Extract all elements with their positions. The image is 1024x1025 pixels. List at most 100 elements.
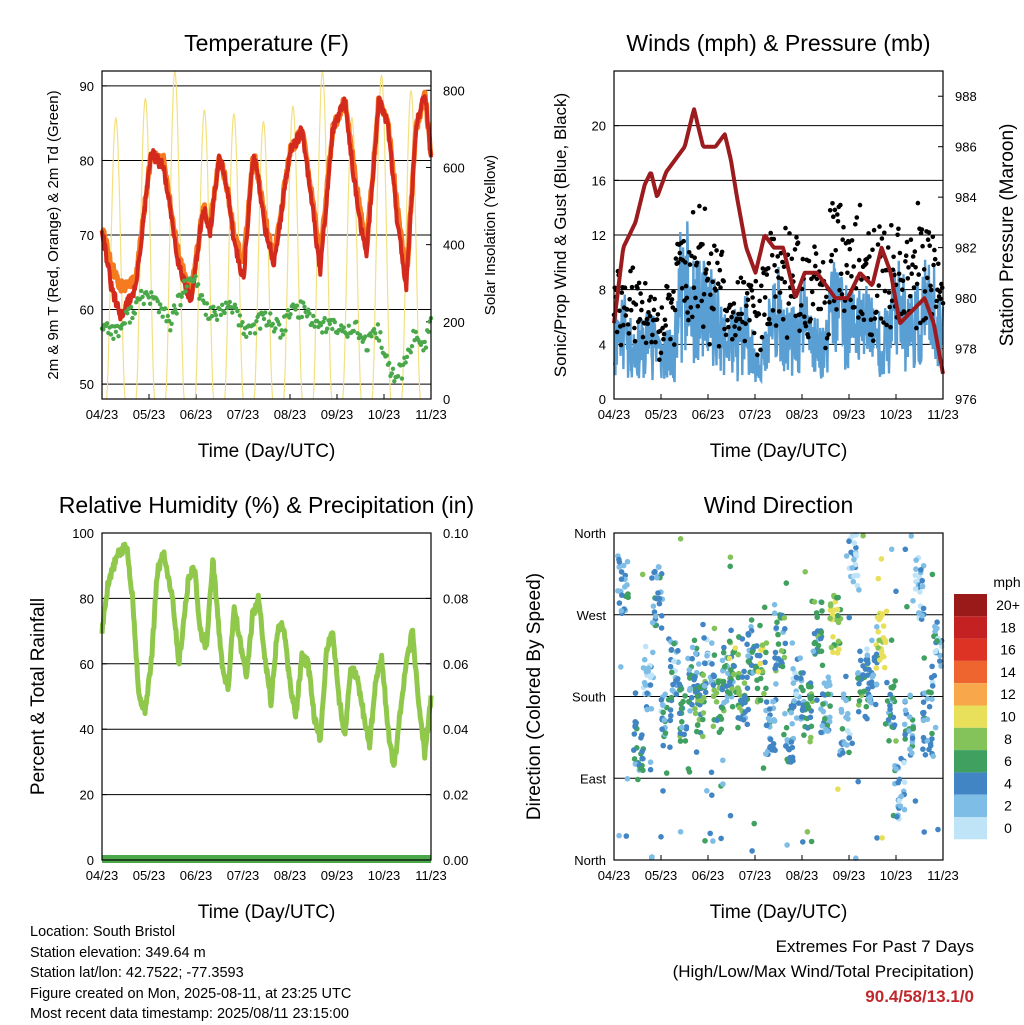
direction-point xyxy=(824,722,831,729)
direction-point xyxy=(686,769,693,775)
dewpoint-point xyxy=(183,289,188,294)
gust-point xyxy=(925,275,930,281)
dewpoint-point xyxy=(127,320,132,325)
gust-point xyxy=(861,317,867,323)
direction-point xyxy=(815,642,822,649)
y-tick-label: 100 xyxy=(72,526,94,541)
direction-point xyxy=(907,692,913,699)
direction-point xyxy=(755,668,762,675)
gust-point xyxy=(725,317,730,323)
gust-point xyxy=(636,280,642,286)
gust-point xyxy=(744,291,750,296)
direction-point xyxy=(773,625,780,631)
gust-point xyxy=(781,264,787,270)
figure-created: Figure created on Mon, 2025-08-11, at 23… xyxy=(30,985,352,1002)
gust-point xyxy=(903,259,908,264)
dewpoint-point xyxy=(351,328,356,334)
dewpoint-point xyxy=(280,332,286,337)
direction-point xyxy=(687,675,693,681)
direction-point xyxy=(677,536,684,542)
direction-point xyxy=(639,571,646,578)
direction-point xyxy=(782,710,788,717)
direction-point xyxy=(864,652,871,658)
x-axis-label: Time (Day/UTC) xyxy=(710,902,848,923)
gust-point xyxy=(751,303,756,309)
dewpoint-point xyxy=(232,302,238,307)
gust-point xyxy=(849,238,855,243)
direction-point xyxy=(719,657,726,664)
dewpoint-point xyxy=(369,334,374,339)
direction-point xyxy=(700,672,707,678)
gust-point xyxy=(639,307,644,313)
gust-point xyxy=(692,255,697,260)
x-tick-label: 08/23 xyxy=(274,407,307,422)
gust-point xyxy=(715,260,720,266)
direction-point xyxy=(761,604,768,611)
gust-point xyxy=(753,278,759,284)
gust-point xyxy=(852,305,857,310)
dewpoint-point xyxy=(371,327,377,332)
dewpoint-point xyxy=(404,354,410,360)
gust-point xyxy=(914,325,919,331)
y-tick-label: North xyxy=(574,526,606,541)
gust-point xyxy=(701,324,706,330)
y-tick-label: 80 xyxy=(80,153,94,168)
dewpoint-point xyxy=(403,360,408,365)
direction-point xyxy=(879,835,885,841)
gust-point xyxy=(627,297,632,302)
direction-point xyxy=(789,721,795,727)
direction-point xyxy=(692,650,699,657)
direction-point xyxy=(754,685,761,692)
direction-point xyxy=(682,693,688,699)
x-tick-label: 09/23 xyxy=(321,407,354,422)
direction-point xyxy=(808,838,815,845)
x-tick-label: 04/23 xyxy=(598,868,631,883)
gust-point xyxy=(798,303,804,308)
direction-point xyxy=(620,562,627,569)
dewpoint-point xyxy=(318,323,324,328)
gust-point xyxy=(737,326,742,331)
direction-point xyxy=(857,648,863,655)
dewpoint-point xyxy=(409,344,415,349)
direction-point xyxy=(735,651,741,658)
direction-point xyxy=(745,706,751,713)
dewpoint-point xyxy=(247,330,253,336)
direction-point xyxy=(677,738,684,744)
y-tick-label: 60 xyxy=(80,657,94,672)
dewpoint-point xyxy=(330,326,335,332)
dewpoint-point xyxy=(373,331,378,336)
direction-point xyxy=(886,738,892,744)
direction-point xyxy=(668,646,675,653)
direction-point xyxy=(708,769,715,776)
gust-point xyxy=(778,250,784,256)
direction-point xyxy=(671,640,677,647)
direction-point xyxy=(770,698,777,705)
direction-point xyxy=(791,703,797,710)
dewpoint-point xyxy=(354,319,359,324)
direction-point xyxy=(652,568,658,575)
gust-point xyxy=(829,252,835,258)
x-tick-label: 10/23 xyxy=(880,407,913,422)
colorbar-swatch xyxy=(954,794,987,817)
direction-point xyxy=(701,695,707,701)
dewpoint-point xyxy=(122,321,128,326)
gust-point xyxy=(905,276,911,281)
direction-point xyxy=(616,556,622,563)
gust-point xyxy=(915,200,921,206)
direction-point xyxy=(901,779,908,785)
dewpoint-point xyxy=(270,321,275,327)
direction-point xyxy=(710,838,716,844)
direction-point xyxy=(882,639,889,646)
x-tick-label: 08/23 xyxy=(274,868,307,883)
direction-point xyxy=(659,702,666,708)
dewpoint-point xyxy=(178,303,183,308)
gust-point xyxy=(871,227,877,233)
direction-point xyxy=(760,765,767,771)
gust-point xyxy=(823,345,828,351)
gust-point xyxy=(797,328,802,334)
gust-point xyxy=(910,254,916,259)
direction-point xyxy=(691,637,698,644)
gust-point xyxy=(835,212,840,217)
direction-point xyxy=(655,590,661,596)
direction-point xyxy=(662,691,668,698)
